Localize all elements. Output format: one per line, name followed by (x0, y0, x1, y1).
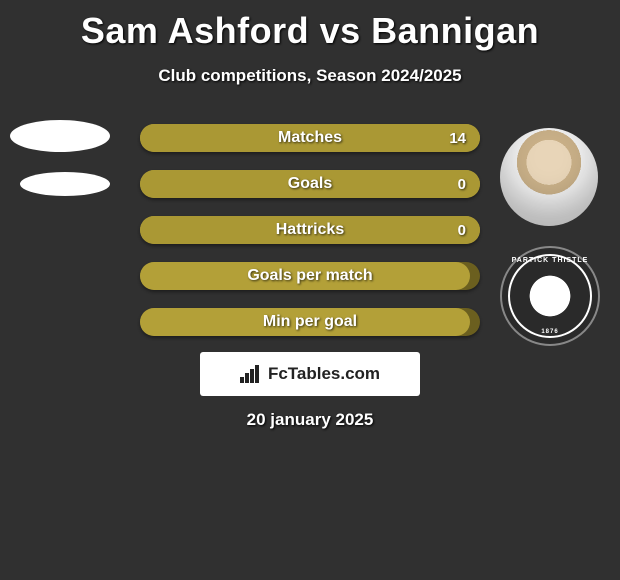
stat-bar-value: 14 (449, 130, 466, 147)
stat-bar-label: Min per goal (263, 313, 357, 331)
stat-bar: Goals per match (140, 262, 480, 290)
left-player-graphics (10, 120, 110, 216)
stat-bar-value: 0 (458, 176, 466, 193)
thistle-icon (527, 273, 573, 319)
brand-box[interactable]: FcTables.com (200, 352, 420, 396)
stat-bar: Goals 0 (140, 170, 480, 198)
stat-bar: Min per goal (140, 308, 480, 336)
stat-bar-label: Goals (288, 175, 332, 193)
stat-bar-label: Goals per match (247, 267, 372, 285)
club2-badge-top-text: PARTICK THISTLE (502, 257, 598, 264)
club2-badge-bottom-text: 1876 (502, 329, 598, 335)
stat-bar-label: Hattricks (276, 221, 344, 239)
stat-bars: Matches 14 Goals 0 Hattricks 0 Goals per match… (140, 124, 480, 354)
player2-avatar (500, 128, 598, 226)
stat-bar: Matches 14 (140, 124, 480, 152)
bars-icon (240, 365, 262, 383)
stat-bar-label: Matches (278, 129, 342, 147)
date-text: 20 january 2025 (0, 410, 620, 430)
club1-placeholder (20, 172, 110, 196)
club2-badge: PARTICK THISTLE 1876 (500, 246, 600, 346)
brand-text: FcTables.com (268, 364, 380, 384)
right-player-graphics: PARTICK THISTLE 1876 (500, 128, 600, 346)
page-title: Sam Ashford vs Bannigan (0, 0, 620, 52)
player1-placeholder (10, 120, 110, 152)
page-subtitle: Club competitions, Season 2024/2025 (0, 66, 620, 86)
stat-bar: Hattricks 0 (140, 216, 480, 244)
stat-bar-value: 0 (458, 222, 466, 239)
